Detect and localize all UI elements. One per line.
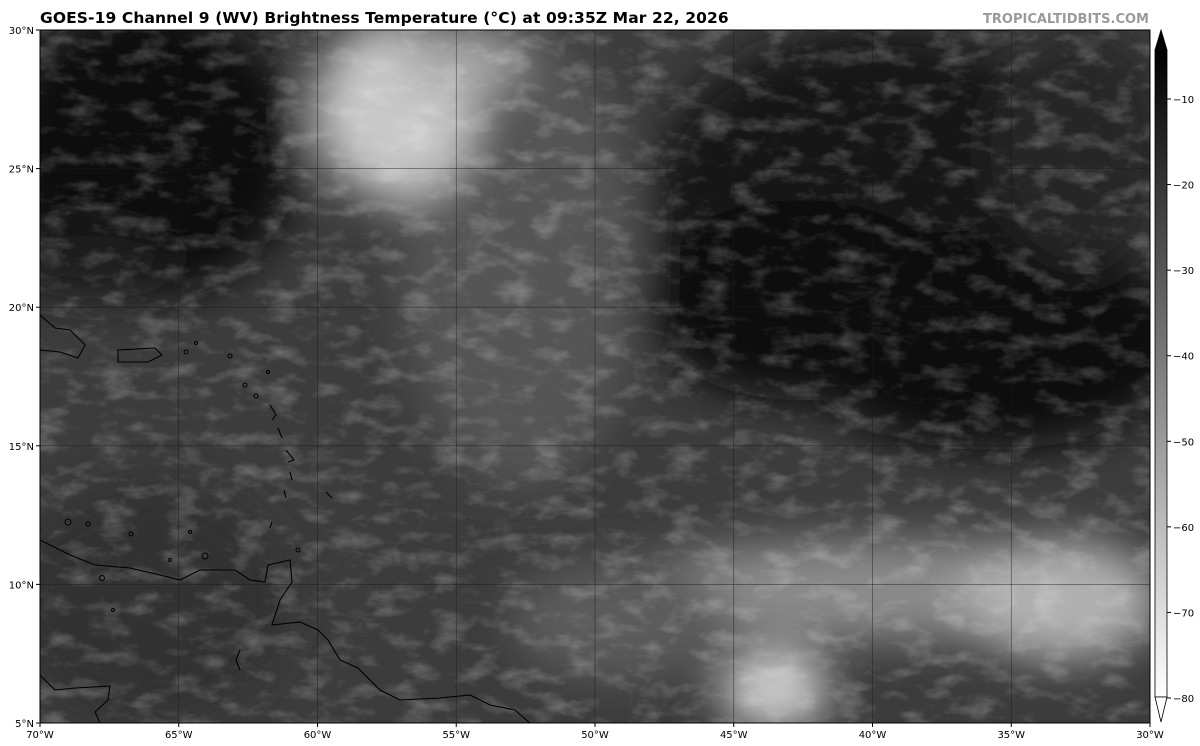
colorbar-tick-label: −80 (1173, 694, 1194, 705)
lon-tick-label: 55°W (442, 730, 470, 741)
lat-tick-label: 25°N (9, 165, 34, 176)
colorbar-tick-label: −70 (1173, 608, 1194, 619)
lat-tick-label: 15°N (9, 442, 34, 453)
colorbar: −10 −20 −30 −40 −50 −60 −70 −80 (1154, 28, 1194, 723)
lat-tick-label: 20°N (9, 303, 34, 314)
colorbar-tick-label: −40 (1173, 352, 1194, 363)
colorbar-tick-label: −20 (1173, 181, 1194, 192)
credit-watermark: TROPICALTIDBITS.COM (983, 12, 1149, 27)
colorbar-tick-label: −60 (1173, 523, 1194, 534)
colorbar-tick-label: −50 (1173, 437, 1194, 448)
lon-tick-label: 70°W (26, 730, 54, 741)
colorbar-extend-min (1154, 696, 1168, 723)
colorbar-gradient (1154, 49, 1168, 698)
colorbar-tick-label: −30 (1173, 266, 1194, 277)
lon-tick-label: 35°W (997, 730, 1025, 741)
lon-tick-label: 45°W (720, 730, 748, 741)
graticule (40, 30, 1150, 723)
lon-tick-label: 30°W (1136, 730, 1164, 741)
lon-tick-label: 40°W (859, 730, 887, 741)
lat-tick-label: 10°N (9, 580, 34, 591)
lat-tick-label: 5°N (15, 719, 34, 730)
colorbar-extend-max (1154, 28, 1168, 51)
map-title: GOES-19 Channel 9 (WV) Brightness Temper… (40, 9, 729, 27)
lon-tick-label: 65°W (165, 730, 193, 741)
coastlines (40, 314, 531, 723)
colorbar-tick-label: −10 (1173, 95, 1194, 106)
lon-tick-label: 50°W (581, 730, 609, 741)
lat-tick-label: 30°N (9, 26, 34, 37)
small-islands (64, 341, 301, 612)
lon-tick-label: 60°W (304, 730, 332, 741)
water-vapor-imagery (40, 30, 1150, 723)
